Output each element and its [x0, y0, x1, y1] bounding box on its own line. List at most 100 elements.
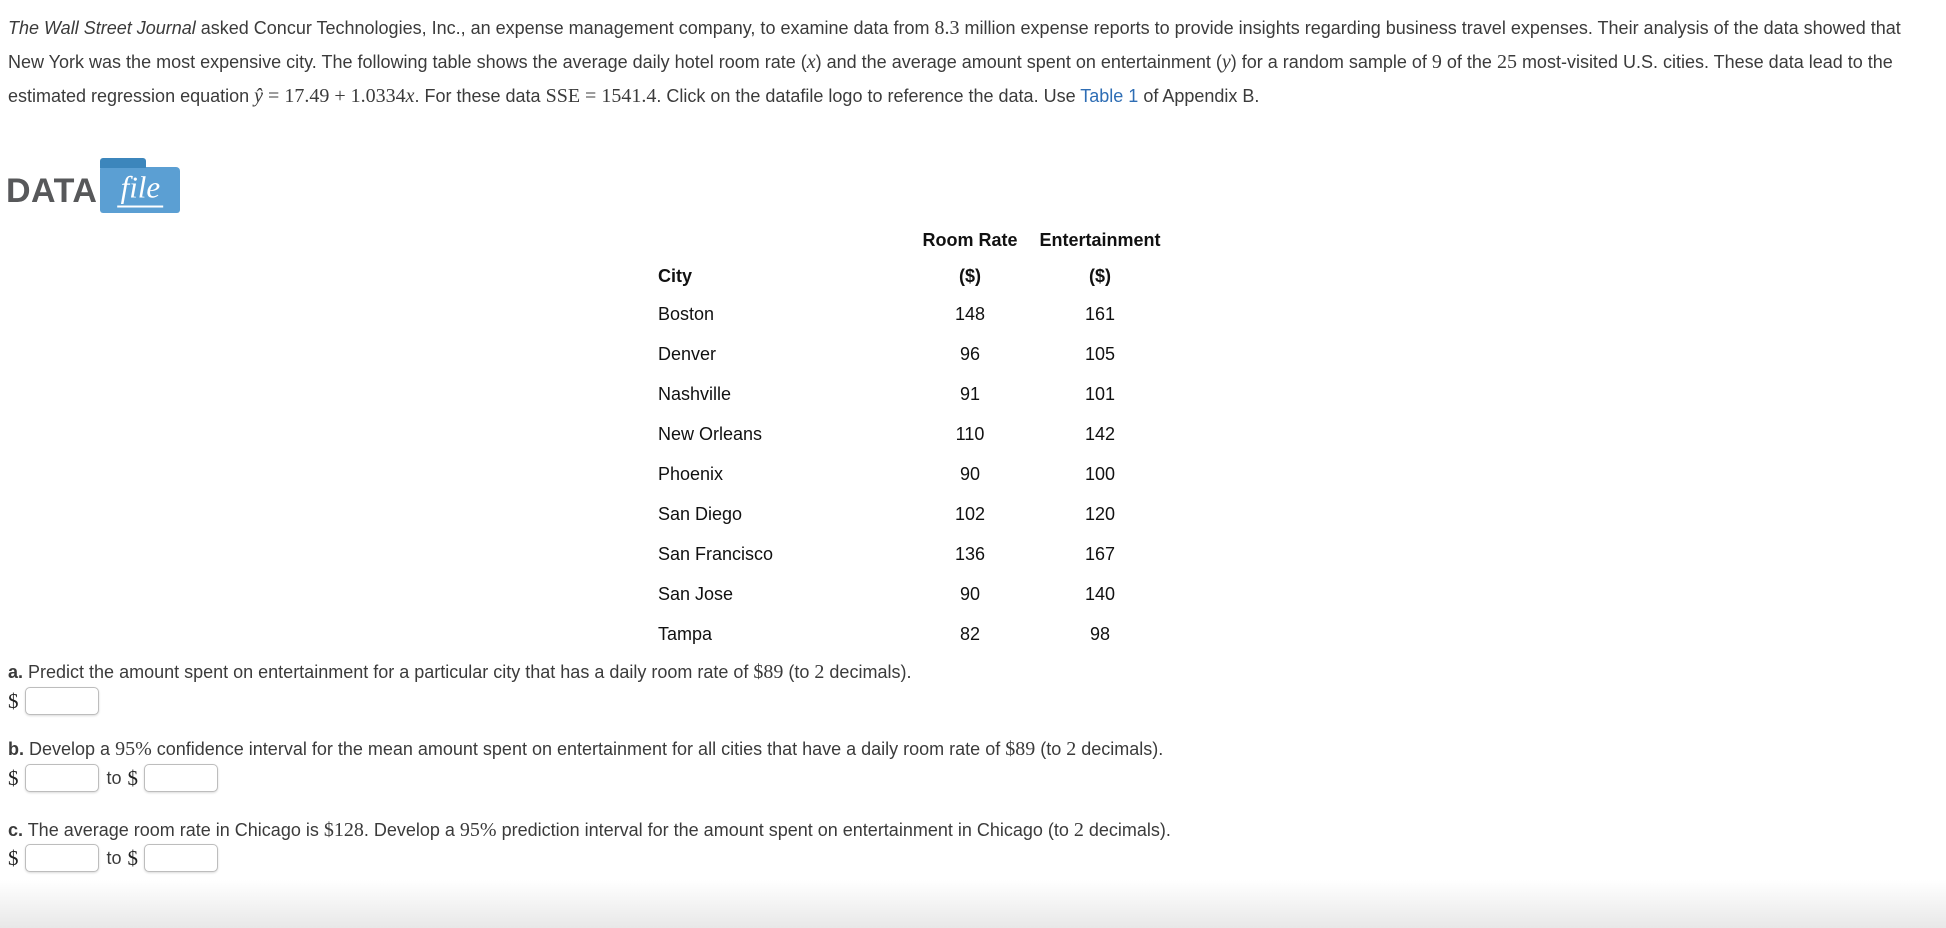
question-c: c. The average room rate in Chicago is $… — [8, 817, 1608, 843]
city-cell: New Orleans — [658, 423, 763, 444]
dollar-sign: $ — [8, 765, 19, 790]
city-cell: Denver — [658, 343, 717, 364]
text-segment: most-visited U.S. cities. These data lea… — [8, 52, 1893, 106]
entertainment-cell: 140 — [1084, 583, 1116, 604]
text-segment: prediction interval for the amount spent… — [496, 820, 1074, 840]
text-segment: $89 — [753, 661, 784, 683]
col-unit-entertainment: ($) — [1089, 265, 1111, 286]
answer-row-b: $ to $ — [8, 764, 219, 792]
city-cell: San Diego — [658, 503, 743, 524]
dollar-sign: $ — [8, 845, 19, 870]
text-segment: 95% — [115, 738, 152, 760]
data-table: Room Rate Entertainment City ($) ($) Bos… — [658, 222, 1168, 654]
table-row: Boston 148 161 — [658, 294, 1168, 334]
journal-name: The Wall Street Journal — [8, 18, 196, 38]
room-rate-cell: 136 — [954, 543, 986, 564]
table-row: Phoenix 90 100 — [658, 454, 1168, 494]
city-cell: San Francisco — [658, 543, 774, 564]
datafile-logo[interactable]: DATA file — [6, 158, 181, 214]
answer-row-c: $ to $ — [8, 844, 219, 872]
table-row: San Diego 102 120 — [658, 494, 1168, 534]
city-cell: San Jose — [658, 583, 734, 604]
entertainment-cell: 167 — [1084, 543, 1116, 564]
question-a-label: a. — [8, 662, 24, 682]
datafile-folder-icon: file — [100, 158, 181, 213]
text-segment: $89 — [1005, 738, 1036, 760]
text-segment: ŷ — [254, 85, 264, 107]
table-1-link[interactable]: Table 1 — [1080, 86, 1139, 106]
text-segment: y — [1221, 51, 1231, 73]
room-rate-cell: 148 — [954, 303, 986, 324]
answer-b-lower-input[interactable] — [24, 764, 99, 792]
text-segment: . Click on the datafile logo to referenc… — [656, 86, 1081, 106]
room-rate-cell: 90 — [959, 463, 981, 484]
text-segment: SSE = 1541.4 — [545, 85, 657, 107]
text-segment: (to — [1035, 739, 1067, 759]
to-label: to — [106, 847, 122, 868]
text-segment: 2 — [814, 661, 825, 683]
entertainment-cell: 101 — [1084, 383, 1116, 404]
room-rate-cell: 96 — [959, 343, 981, 364]
text-segment: ) for a random sample of — [1230, 52, 1432, 72]
question-a-text: Predict the amount spent on entertainmen… — [23, 661, 911, 683]
text-segment: 95% — [459, 819, 497, 841]
dollar-sign: $ — [127, 765, 139, 790]
question-c-label: c. — [8, 820, 24, 840]
city-cell: Tampa — [658, 623, 713, 644]
text-segment: 2 — [1066, 738, 1077, 760]
col-header-entertainment: Entertainment — [1039, 229, 1161, 250]
text-segment: $128 — [323, 819, 364, 841]
text-segment: x — [806, 51, 816, 73]
text-segment: 9 — [1431, 51, 1442, 73]
text-segment: million expense reports to provide insig… — [8, 18, 1901, 72]
text-segment: . Develop a — [363, 820, 460, 840]
text-segment: asked Concur Technologies, Inc., an expe… — [195, 18, 935, 38]
table-header-row-2: City ($) ($) — [658, 258, 1168, 294]
text-segment: confidence interval for the mean amount … — [151, 739, 1006, 759]
entertainment-cell: 120 — [1084, 503, 1116, 524]
room-rate-cell: 90 — [959, 583, 981, 604]
answer-b-upper-input[interactable] — [144, 764, 219, 792]
text-segment: (to — [783, 662, 815, 682]
city-cell: Boston — [658, 303, 715, 324]
room-rate-cell: 91 — [959, 383, 981, 404]
header-spacer — [658, 222, 908, 258]
answer-c-lower-input[interactable] — [24, 844, 99, 872]
entertainment-cell: 98 — [1089, 623, 1111, 644]
col-header-city: City — [658, 265, 693, 286]
text-segment: 8.3 — [934, 17, 960, 39]
table-row: San Francisco 136 167 — [658, 534, 1168, 574]
table-body: Boston 148 161 Denver 96 105 Nashville 91 101 New… — [658, 294, 1168, 654]
question-a: a. Predict the amount spent on entertain… — [8, 659, 1608, 685]
table-header-row-1: Room Rate Entertainment — [658, 222, 1168, 258]
question-b-label: b. — [8, 739, 24, 759]
text-segment: decimals). — [1083, 820, 1171, 840]
city-cell: Nashville — [658, 383, 732, 404]
question-b-text: Develop a 95% confidence interval for th… — [24, 738, 1164, 760]
room-rate-cell: 82 — [959, 623, 981, 644]
room-rate-cell: 110 — [955, 423, 985, 444]
table-row: New Orleans 110 142 — [658, 414, 1168, 454]
dollar-sign: $ — [8, 688, 19, 713]
text-segment: of the — [1441, 52, 1497, 72]
table-row: Nashville 91 101 — [658, 374, 1168, 414]
datafile-logo-file-text: file — [117, 171, 164, 208]
entertainment-cell: 142 — [1084, 423, 1116, 444]
text-segment: 2 — [1073, 819, 1084, 841]
entertainment-cell: 105 — [1084, 343, 1116, 364]
text-segment: Develop a — [24, 739, 116, 759]
problem-statement: The Wall Street Journal asked Concur Tec… — [8, 11, 1940, 113]
entertainment-cell: 100 — [1084, 463, 1116, 484]
text-segment: decimals). — [1076, 739, 1164, 759]
room-rate-cell: 102 — [954, 503, 986, 524]
text-segment: . For these data — [414, 86, 546, 106]
answer-c-upper-input[interactable] — [144, 844, 219, 872]
city-cell: Phoenix — [658, 463, 724, 484]
question-c-text: The average room rate in Chicago is $128… — [23, 819, 1171, 841]
answer-a-input[interactable] — [24, 687, 99, 715]
table-row: San Jose 90 140 — [658, 574, 1168, 614]
text-segment: The average room rate in Chicago is — [23, 820, 324, 840]
col-header-room-rate: Room Rate — [922, 229, 1018, 250]
to-label: to — [106, 767, 122, 788]
table-row: Denver 96 105 — [658, 334, 1168, 374]
